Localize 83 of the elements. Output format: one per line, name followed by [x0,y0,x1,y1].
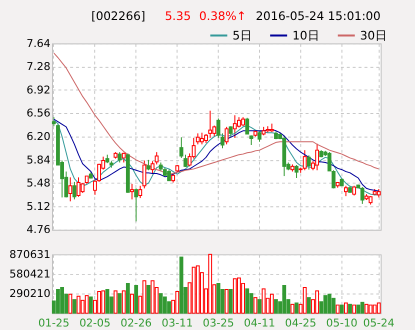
candlestick [146,159,150,171]
candlestick [315,143,320,171]
y-tick-label: 6.56 [26,106,51,120]
bar [282,284,286,314]
candlestick [208,110,212,138]
candlestick [228,126,233,138]
bar [340,304,344,314]
bar [356,304,360,314]
legend-label: 30日 [360,28,388,42]
bar [118,293,122,314]
bar [328,294,332,314]
candlestick [138,185,142,199]
bar [146,284,150,314]
candlestick [142,160,146,189]
y-tick-label: 6.92 [26,83,51,96]
bar [274,299,278,314]
candlestick [352,185,356,196]
bar [179,256,184,314]
y-tick-label: 5.48 [26,176,51,190]
x-tick-label: 01-25 [38,316,70,330]
bar [216,282,220,314]
y-tick-label: 580421 [9,267,51,280]
x-tick-label: 04-25 [284,316,316,330]
bar [360,302,364,314]
x-tick-label: 04-11 [244,316,276,330]
x-tick-label: 05-24 [363,316,395,330]
text: 5.35 [164,8,192,23]
candlestick [200,132,204,145]
candlestick [118,152,122,163]
bar [306,297,311,314]
bar [332,298,336,314]
bar [126,282,130,314]
bar [158,293,163,314]
candlestick [212,125,216,138]
bar [60,287,64,314]
candlestick [130,183,134,200]
y-tick-label: 7.64 [26,36,51,50]
candlestick [80,182,85,194]
legend-label: 10日 [292,28,320,42]
y-tick-label: 6.20 [26,130,51,144]
y-tick-label: 5.84 [26,153,51,166]
candlestick [68,176,72,202]
y-tick-label: 7.28 [26,60,51,74]
candlestick [196,132,200,145]
bar [162,296,167,314]
candlestick [72,181,76,200]
bar [56,289,60,314]
x-tick-label: 03-11 [162,316,193,330]
x-tick-label: 03-25 [202,316,234,330]
bar [258,299,262,314]
bar [105,289,110,314]
candlestick [306,154,311,170]
bar [72,299,76,314]
candlestick [76,176,80,198]
candlestick [224,126,229,145]
candlestick [245,117,250,134]
bar [88,296,93,314]
bar [245,288,250,314]
chart-title: [002266] [91,8,146,23]
bar [348,304,352,314]
candlestick [241,116,245,127]
bar [323,295,328,314]
x-tick-label: 02-26 [120,316,152,330]
y-tick-label: 4.76 [26,223,51,236]
text: 0.38%↑ [199,8,246,23]
bar [134,284,138,314]
y-tick-label: 5.12 [26,200,51,213]
text: 2016-05-24 15:01:00 [256,8,381,23]
candlestick [179,136,184,158]
bar [294,302,298,314]
candlestick [167,169,171,182]
legend-label: 5日 [232,28,252,42]
candlestick [344,185,348,197]
x-tick-label: 02-05 [79,316,111,330]
bar [228,289,233,314]
candlestick [232,114,237,138]
candlestick [134,188,138,222]
candlestick [294,164,298,178]
y-tick-label: 290210 [9,286,51,300]
x-tick-label: 05-10 [326,316,358,330]
y-tick-label: 870631 [9,248,51,261]
candlestick [302,150,307,171]
candlestick [360,186,364,204]
